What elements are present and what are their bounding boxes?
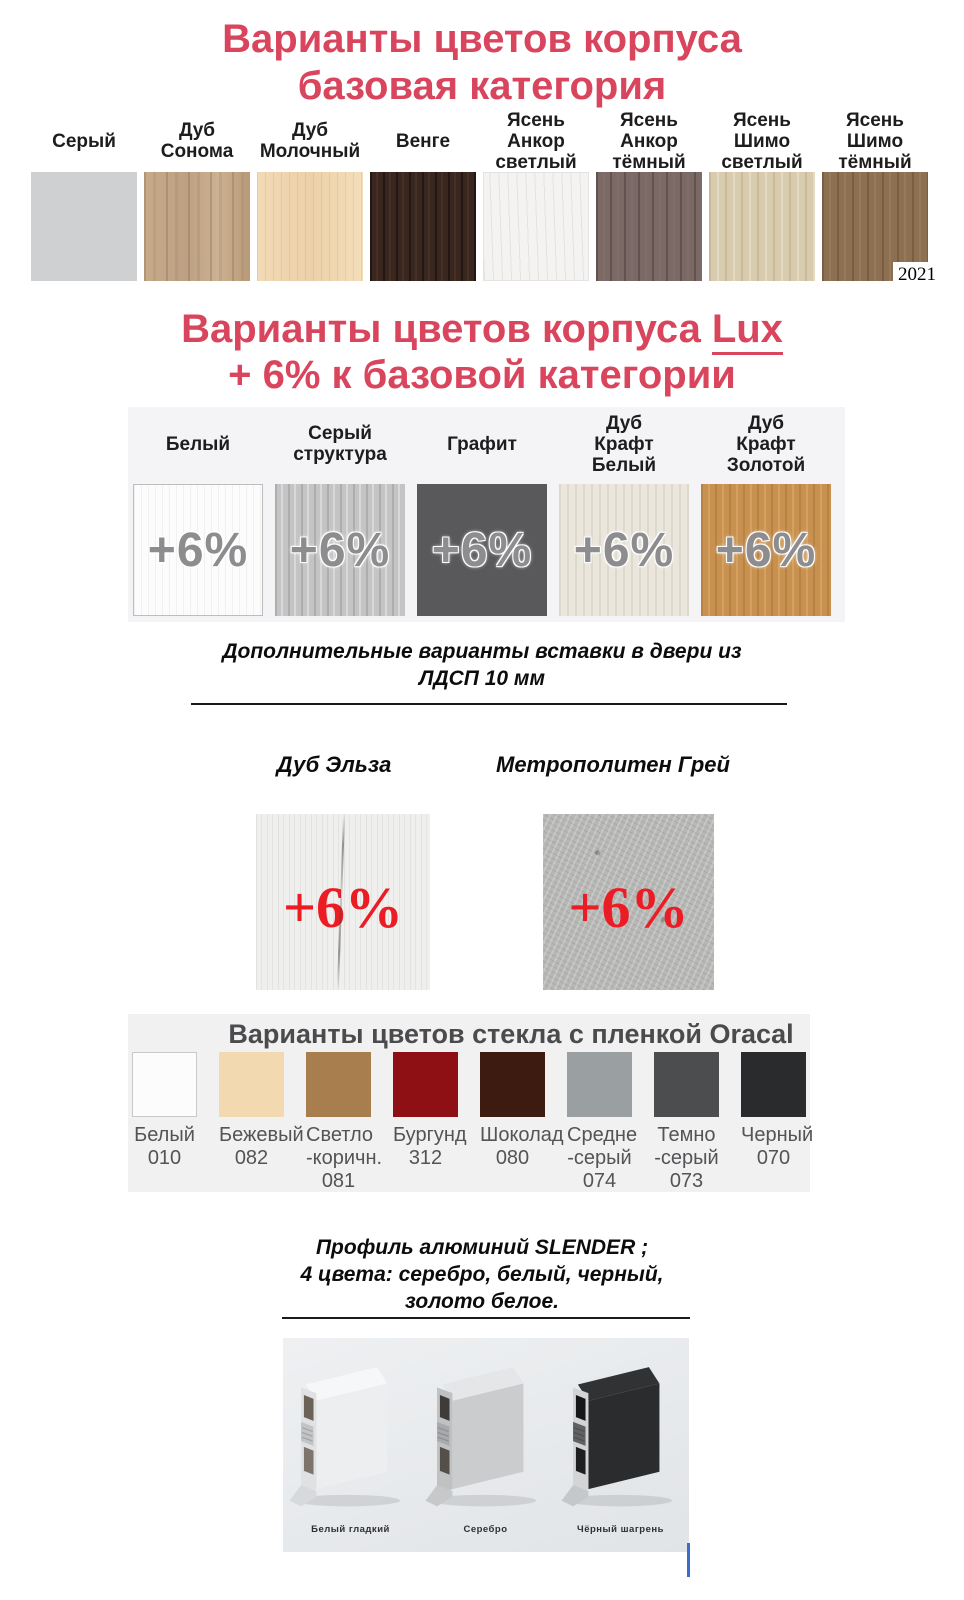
color-swatch-venge xyxy=(370,172,476,281)
color-swatch-bely: +6% xyxy=(133,484,263,616)
oracal-label-sredne-sery-074: Средне -серый 074 xyxy=(567,1124,638,1192)
lux-title-line2: + 6% к базовой категории xyxy=(228,353,736,397)
oracal-label-temno-sery-073: Темно -серый 073 xyxy=(654,1124,719,1192)
surcharge-overlay-red: +6% xyxy=(282,874,404,940)
oracal-swatch-labels: Белый 010 Бежевый 082 Светло -коричн. 08… xyxy=(132,1124,814,1193)
oracal-swatch-sredne-sery-074 xyxy=(567,1052,632,1117)
swatch-label-yasen-ankor-temny: Ясень Анкор тёмный xyxy=(612,109,686,173)
oracal-swatch-bely-010 xyxy=(132,1052,197,1117)
profile-heading-line2: 4 цвета: серебро, белый, черный, xyxy=(300,1263,664,1286)
surcharge-overlay: +6% xyxy=(715,523,817,577)
lux-swatch-grid: +6% +6% +6% +6% +6% xyxy=(133,484,831,616)
swatch-label-yasen-shimo-svetly: Ясень Шимо светлый xyxy=(721,109,803,173)
oracal-swatch-bezhevy-082 xyxy=(219,1052,284,1117)
color-swatch-dub-kraft-zolotoy: +6% xyxy=(701,484,831,616)
oracal-label-burgund-312: Бургунд 312 xyxy=(393,1124,467,1169)
lux-title-highlight: Lux xyxy=(711,307,783,355)
base-title-line2: базовая категория xyxy=(297,64,667,108)
base-swatch-labels: Серый Дуб Сонома Дуб Молочный Венге Ясен… xyxy=(31,109,929,173)
color-swatch-seryi xyxy=(31,172,137,281)
divider-line xyxy=(191,703,787,705)
color-swatch-yasen-shimo-svetly xyxy=(709,172,815,281)
surcharge-overlay: +6% xyxy=(431,523,533,577)
profile-image-silver xyxy=(425,1367,536,1507)
text-caret xyxy=(687,1543,690,1577)
swatch-label-venge: Венге xyxy=(395,130,451,152)
color-swatch-yasen-shimo-temny xyxy=(822,172,928,281)
insert-label-dub-elza: Дуб Эльза xyxy=(276,752,392,777)
oracal-title: Варианты цветов стекла с пленкой Oracal xyxy=(228,1019,794,1049)
swatch-label-sery-struktura: Серый структура xyxy=(293,423,387,465)
oracal-label-bezhevy-082: Бежевый 082 xyxy=(219,1124,304,1169)
base-title-line1: Варианты цветов корпуса xyxy=(222,17,742,61)
swatch-label-yasen-ankor-svetly: Ясень Анкор светлый xyxy=(495,109,577,173)
oracal-label-svetlo-korichn-081: Светло -коричн. 081 xyxy=(306,1124,383,1192)
color-swatch-sery-struktura: +6% xyxy=(275,484,405,616)
inserts-heading: Дополнительные варианты вставки в двери … xyxy=(222,640,742,690)
profile-heading: Профиль алюминий SLENDER ; 4 цвета: сере… xyxy=(0,1234,964,1315)
surcharge-overlay: +6% xyxy=(289,523,391,577)
color-swatch-dub-molochny xyxy=(257,172,363,281)
lux-title-prefix: Варианты цветов корпуса xyxy=(181,307,701,351)
profile-photo-panel: Белый гладкий Серебро Чёрный шагрень xyxy=(283,1338,689,1552)
swatch-label-grafit: Графит xyxy=(447,433,517,455)
oracal-swatch-temno-sery-073 xyxy=(654,1052,719,1117)
insert-swatch-metropoliten-grey: +6% xyxy=(543,814,714,990)
oracal-label-cherny-070: Черный 070 xyxy=(741,1124,814,1169)
profile-label-serebro: Серебро xyxy=(463,1524,508,1535)
profile-heading-line3: золото белое. xyxy=(404,1290,559,1313)
base-swatch-grid xyxy=(31,172,928,281)
profile-label-cherny-shagren: Чёрный шагрень xyxy=(577,1524,664,1535)
profile-image-black xyxy=(561,1367,672,1507)
profile-image-white xyxy=(289,1367,400,1507)
swatch-label-yasen-shimo-temny: Ясень Шимо тёмный xyxy=(838,109,912,173)
year-mark: 2021 xyxy=(893,262,964,287)
oracal-swatch-burgund-312 xyxy=(393,1052,458,1117)
swatch-label-dub-molochny: Дуб Молочный xyxy=(259,120,361,162)
lux-title-line1: Варианты цветов корпуса Lux xyxy=(0,306,964,355)
base-section-title: Варианты цветов корпуса базовая категори… xyxy=(0,16,964,110)
insert-label-metropoliten-grey: Метрополитен Грей xyxy=(496,752,730,777)
oracal-swatch-cherny-070 xyxy=(741,1052,806,1117)
profile-label-bely-gladky: Белый гладкий xyxy=(311,1524,390,1535)
oracal-band: Варианты цветов стекла с пленкой Oracal … xyxy=(128,1014,814,1193)
oracal-swatch-grid xyxy=(132,1052,806,1117)
insert-swatch-dub-elza: +6% xyxy=(256,814,430,990)
lux-swatch-labels: Белый Серый структура Графит Дуб Крафт Б… xyxy=(133,409,831,479)
profile-labels: Белый гладкий Серебро Чёрный шагрень xyxy=(283,1524,689,1535)
color-swatch-yasen-ankor-svetly xyxy=(483,172,589,281)
oracal-label-shokolad-080: Шоколад 080 xyxy=(480,1124,564,1169)
surcharge-overlay-red: +6% xyxy=(568,874,689,940)
color-swatch-yasen-ankor-temny xyxy=(596,172,702,281)
swatch-label-dub-sonoma: Дуб Сонома xyxy=(160,120,234,162)
profile-heading-line1: Профиль алюминий SLENDER ; xyxy=(315,1236,649,1259)
swatch-label-seryi: Серый xyxy=(52,130,116,152)
lux-section-title: Варианты цветов корпуса Lux + 6% к базово… xyxy=(0,306,964,398)
swatch-label-dub-kraft-zolotoy: Дуб Крафт Золотой xyxy=(726,412,806,476)
color-swatch-grafit: +6% xyxy=(417,484,547,616)
swatch-label-bely: Белый xyxy=(165,433,231,455)
surcharge-overlay: +6% xyxy=(573,523,675,577)
color-swatch-dub-kraft-bely: +6% xyxy=(559,484,689,616)
color-swatch-dub-sonoma xyxy=(144,172,250,281)
swatch-label-dub-kraft-bely: Дуб Крафт Белый xyxy=(591,412,657,476)
surcharge-overlay: +6% xyxy=(147,523,249,577)
oracal-label-bely-010: Белый 010 xyxy=(134,1124,195,1169)
divider-line xyxy=(282,1317,690,1319)
oracal-swatch-shokolad-080 xyxy=(480,1052,545,1117)
oracal-swatch-svetlo-korichn-081 xyxy=(306,1052,371,1117)
lux-panel: Белый Серый структура Графит Дуб Крафт Б… xyxy=(128,407,845,622)
